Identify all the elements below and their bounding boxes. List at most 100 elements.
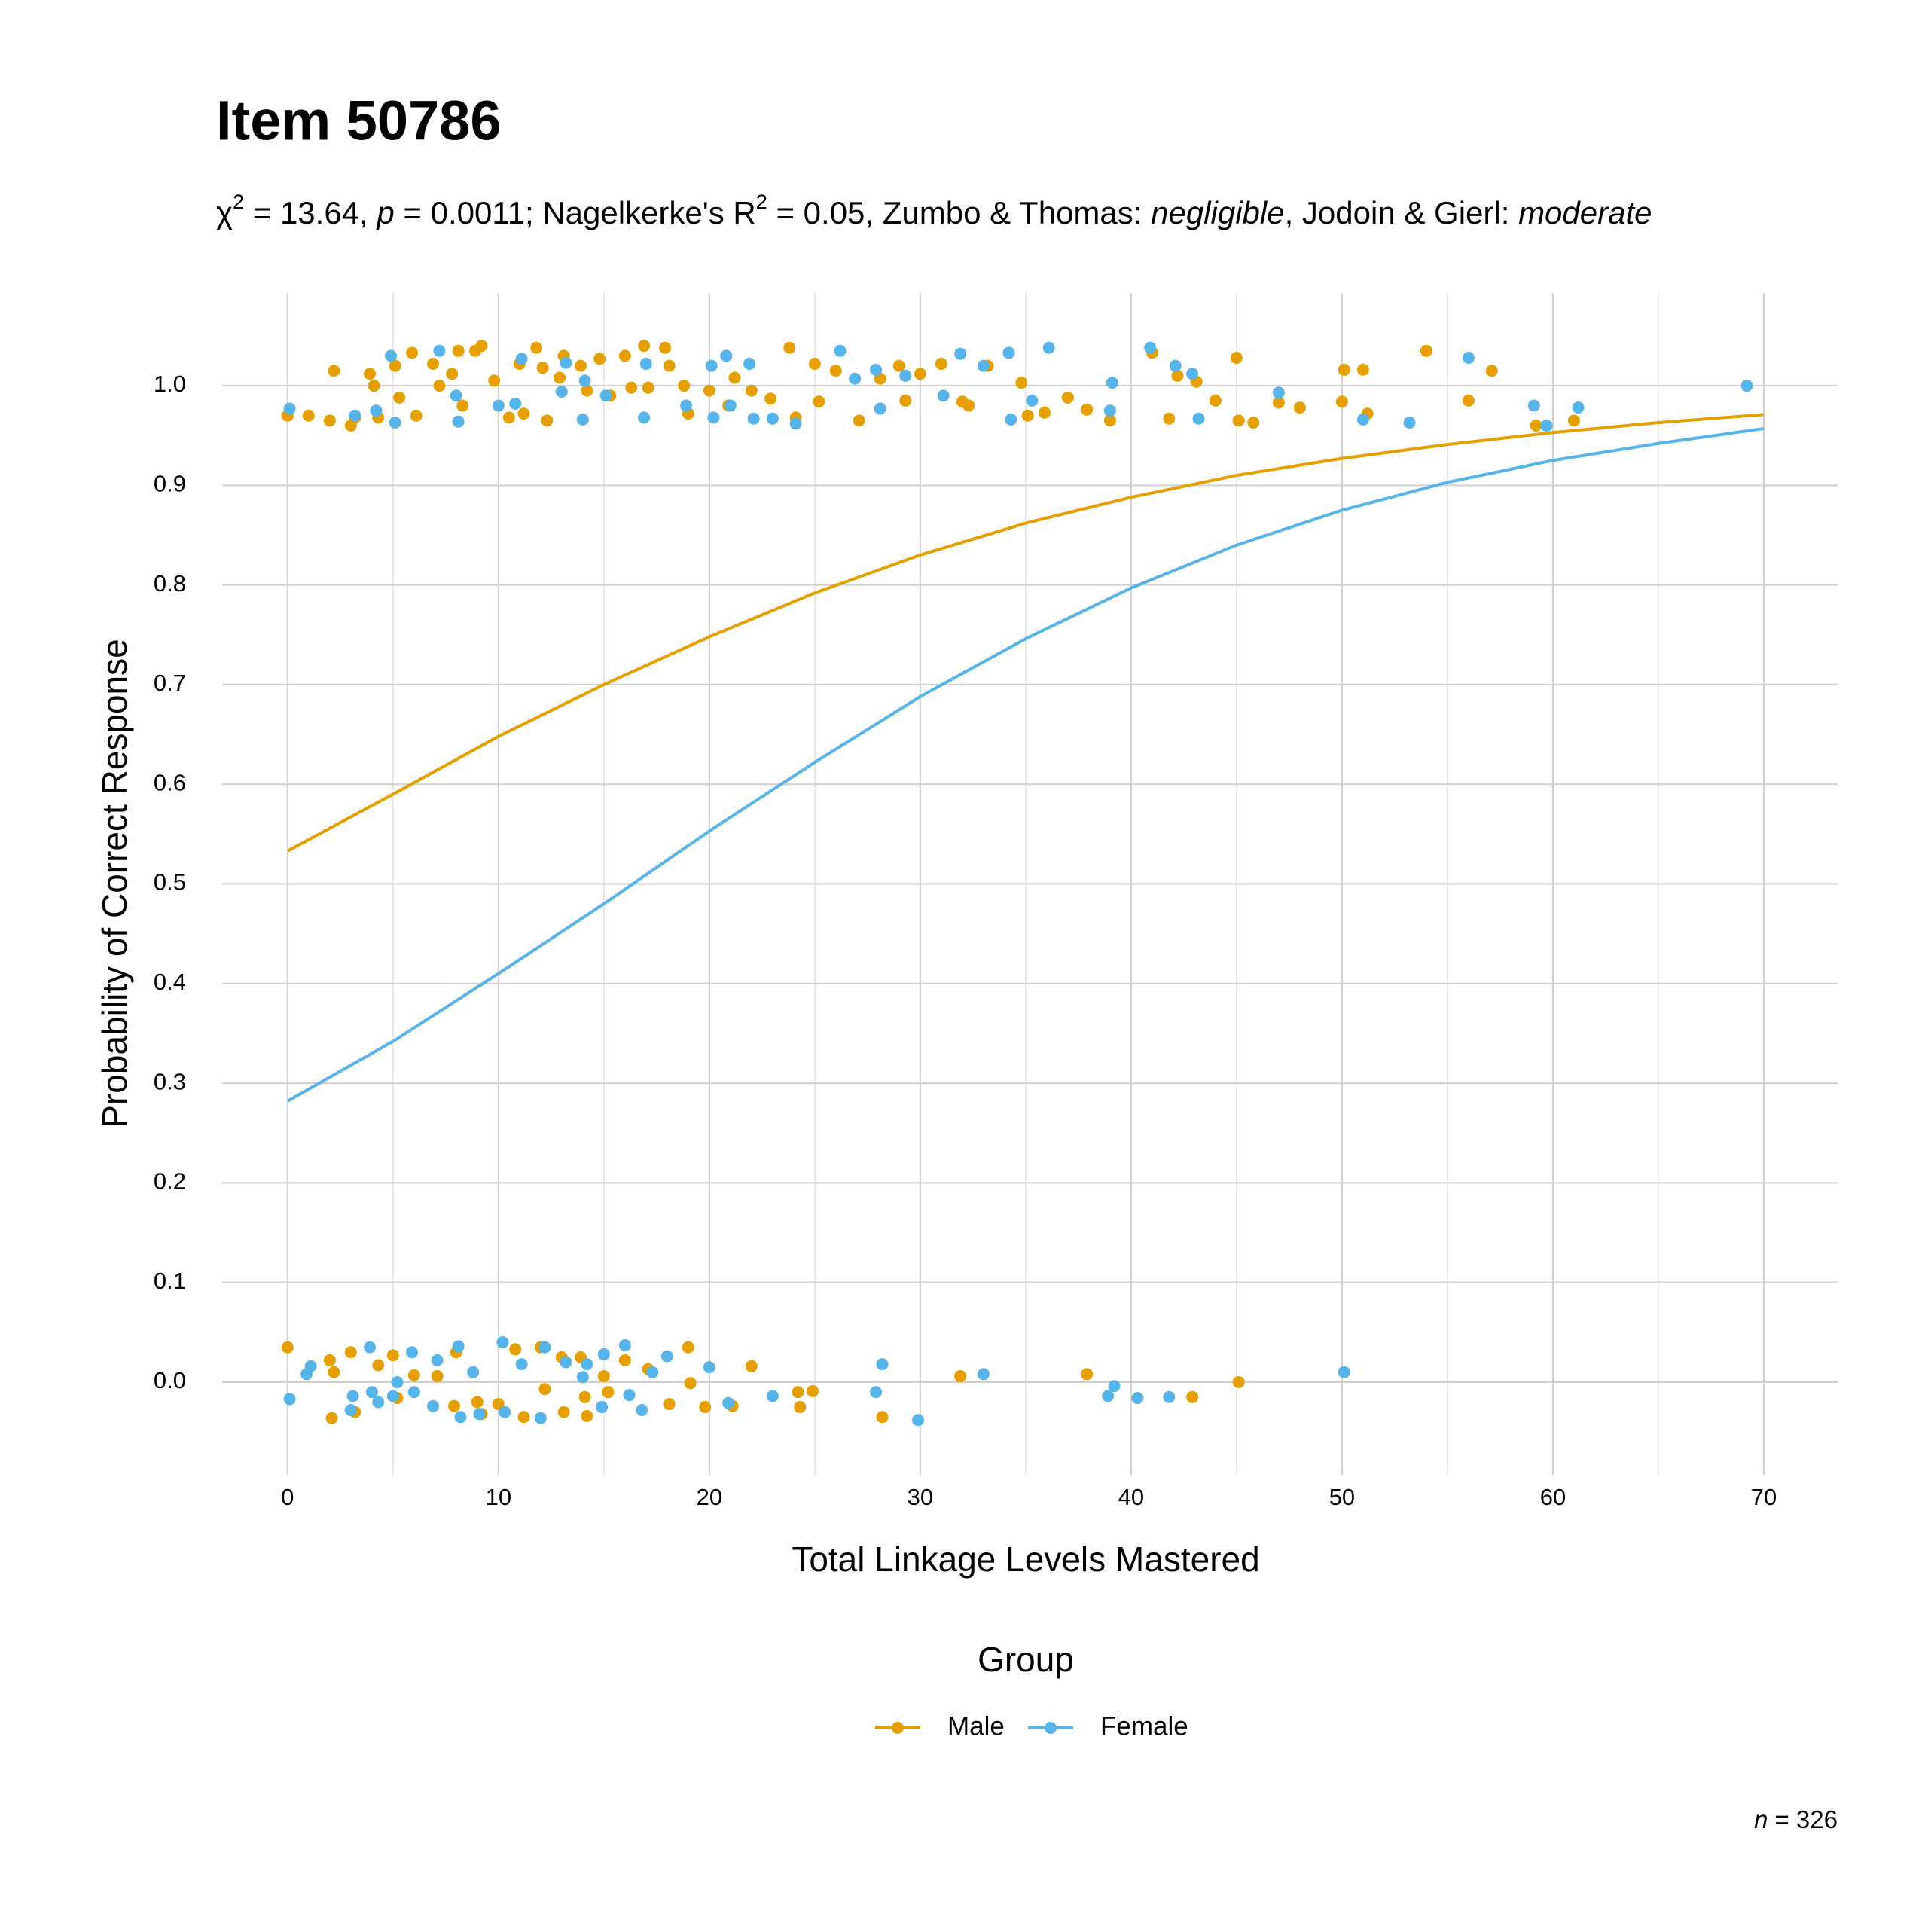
data-point [678,380,691,392]
data-point [1002,346,1015,359]
y-tick-label: 0.8 [154,570,186,597]
data-point [660,1350,673,1363]
data-point [328,1366,340,1378]
y-tick-label: 0.7 [154,670,186,696]
data-point [328,365,340,377]
data-point [386,1349,399,1362]
y-tick-label: 0.4 [154,969,186,995]
data-point [703,1361,715,1374]
subtitle-part: 2 [233,191,244,213]
subtitle-part: p [375,195,394,230]
data-point [492,399,505,412]
data-point [977,359,990,372]
data-point [431,1370,444,1383]
data-point [1356,363,1369,376]
data-point [368,380,380,392]
data-point [1106,377,1118,389]
data-point [870,363,883,376]
data-point [1061,391,1074,404]
data-point [323,414,336,427]
data-point [578,1390,591,1403]
data-point [743,357,756,370]
x-tick-label: 40 [1118,1484,1144,1510]
data-point [406,346,419,359]
x-tick-label: 20 [697,1484,722,1510]
data-point [557,1406,570,1418]
data-point [705,359,718,372]
data-point [323,1354,336,1366]
data-point [853,414,865,427]
data-point [962,399,975,412]
data-point [325,1412,338,1424]
data-point [623,1389,636,1402]
subtitle-part: 2 [756,191,767,213]
data-point [541,414,554,427]
data-point [1131,1392,1144,1405]
data-point [663,1398,676,1411]
data-point [1081,403,1094,416]
data-point [433,344,446,357]
data-point [638,411,651,424]
subtitle-part: = 0.0011; Nagelkerke's R [395,195,756,230]
data-point [515,1358,528,1371]
y-tick-label: 0.2 [154,1168,186,1195]
y-tick-label: 0.3 [154,1068,186,1094]
data-point [745,384,758,397]
data-point [813,395,825,408]
x-tick-label: 70 [1751,1484,1777,1510]
legend-title: Group [978,1640,1074,1679]
data-point [386,1390,399,1402]
data-point [1540,419,1553,432]
data-point [1021,409,1034,422]
data-point [1026,394,1039,407]
data-point [807,1384,819,1397]
data-point [554,371,566,384]
data-point [538,1383,551,1396]
data-point [602,1386,615,1399]
data-point [1042,341,1055,354]
data-point [792,1386,804,1399]
data-point [581,1409,593,1422]
data-point [1144,341,1157,354]
data-point [560,356,572,369]
data-point [1103,414,1116,427]
data-point [874,402,886,415]
data-point [745,1360,758,1372]
data-point [1108,1380,1121,1393]
data-point [407,1369,420,1381]
data-point [1039,406,1051,419]
data-point [1192,412,1205,425]
data-point [448,1399,461,1412]
data-point [593,353,606,365]
data-point [473,1408,486,1421]
data-point [283,402,296,415]
marks [281,340,1765,1427]
data-point [581,384,593,397]
data-point [1420,344,1432,357]
data-point [829,365,842,377]
data-point [766,412,779,425]
data-point [834,344,847,357]
fit-curve [286,426,1765,1103]
data-point [783,341,796,354]
data-point [699,1401,712,1414]
y-tick-label: 1.0 [154,371,186,397]
x-tick-label: 0 [281,1484,294,1510]
data-point [431,1354,444,1366]
data-point [1462,394,1475,407]
data-point [452,344,465,357]
data-point [389,359,401,372]
data-point [538,1341,551,1354]
data-point [1163,412,1176,425]
legend-key-point [1045,1722,1057,1734]
data-point [912,1414,925,1427]
data-point [636,1404,648,1417]
data-point [618,349,631,362]
data-point [499,1406,511,1418]
data-point [599,389,612,402]
subtitle-part: negligible [1151,195,1284,230]
data-point [1293,401,1306,414]
data-point [488,374,501,387]
subtitle-part: = 13.64, [244,195,377,230]
